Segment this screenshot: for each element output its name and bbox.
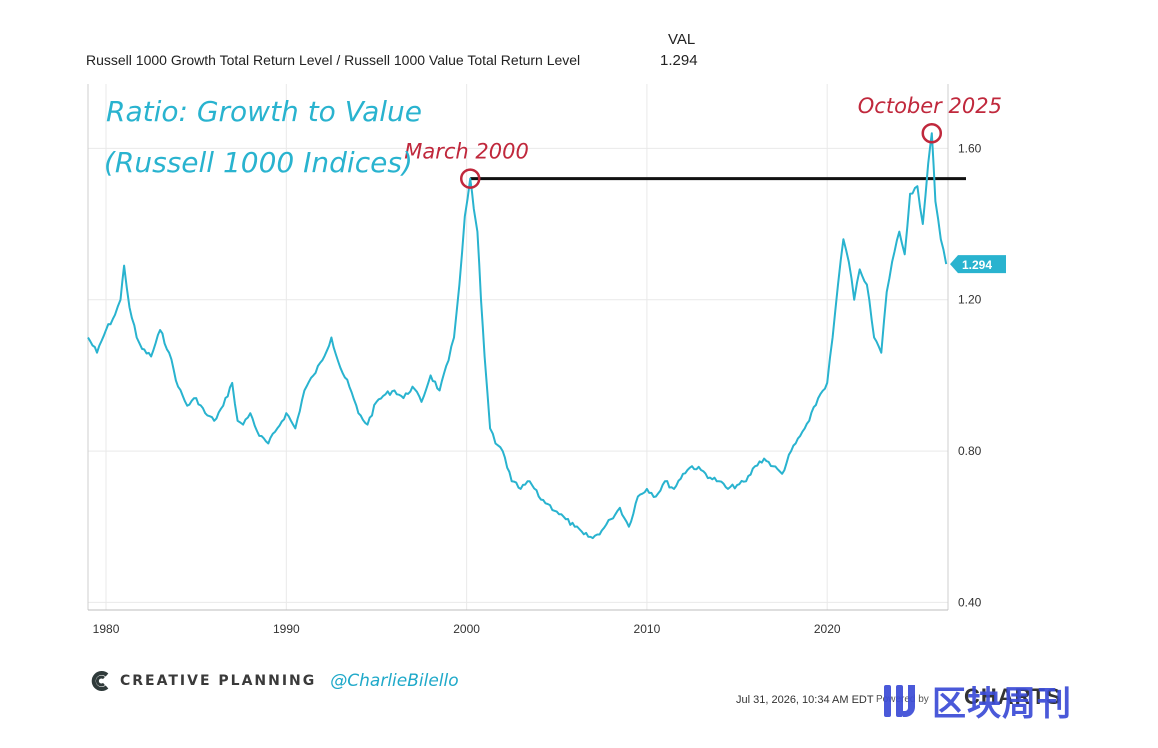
chart-subtitle: (Russell 1000 Indices)	[104, 146, 413, 179]
author-handle: @CharlieBilello	[330, 671, 459, 691]
watermark-text: 区块周刊	[932, 684, 1072, 724]
y-tick-label: 1.60	[958, 141, 982, 155]
x-tick-label: 1990	[273, 622, 300, 636]
watermark-logo-icon	[884, 684, 915, 717]
annotation-layer: March 2000 October 2025	[404, 94, 1002, 189]
last-value-tag	[950, 255, 1006, 274]
axes: 0.40 0.80 1.20 1.60 1980 1990 2000 2010 2020	[87, 84, 982, 636]
series-layer: 1.294	[87, 132, 1006, 540]
last-value-label: 1.294	[962, 258, 992, 272]
y-tick-label: 0.80	[958, 444, 982, 458]
header-current-value: 1.294	[660, 52, 698, 69]
series-legend-label: Russell 1000 Growth Total Return Level /…	[86, 52, 581, 68]
watermark: 区块周刊	[880, 676, 1072, 725]
annotation-label: March 2000	[404, 140, 529, 164]
brand-name: CREATIVE PLANNING	[120, 673, 317, 689]
x-tick-label: 1980	[93, 622, 120, 636]
y-tick-label: 0.40	[958, 595, 982, 609]
timestamp: Jul 31, 2026, 10:34 AM EDT	[736, 694, 874, 706]
footer-brand: CREATIVE PLANNING @CharlieBilello	[90, 670, 459, 692]
x-tick-label: 2020	[814, 622, 841, 636]
annotation-circle	[459, 168, 481, 189]
x-tick-label: 2010	[634, 622, 661, 636]
chart-title: Ratio: Growth to Value	[106, 95, 422, 128]
y-tick-label: 1.20	[958, 293, 982, 307]
provider-logo-text: CHARTS	[964, 684, 1062, 709]
annotation-label: October 2025	[858, 94, 1002, 118]
header-val-label: VAL	[668, 31, 696, 48]
creative-planning-logo-icon	[91, 671, 109, 691]
x-tick-label: 2000	[453, 622, 480, 636]
annotation-circle	[921, 122, 943, 144]
series-line-0	[87, 132, 948, 540]
